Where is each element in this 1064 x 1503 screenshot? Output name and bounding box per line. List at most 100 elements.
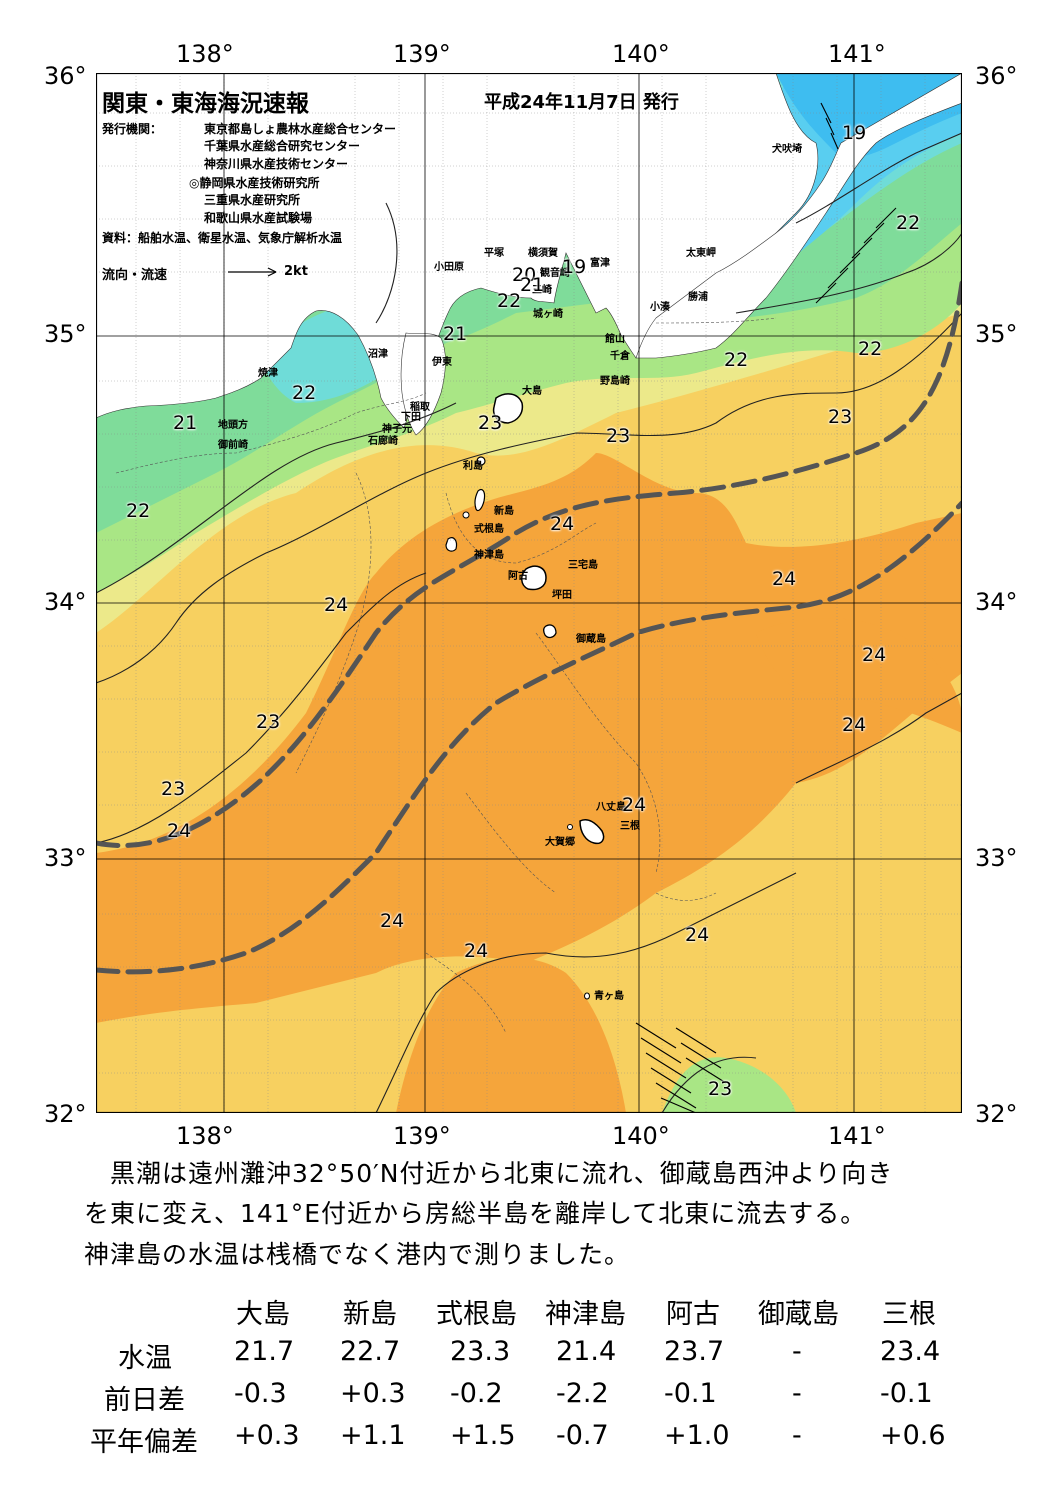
place-kannonzaki: 観音崎 (540, 268, 570, 279)
lat-label-32-left: 32° (44, 1100, 87, 1128)
lon-label-141-top: 141° (828, 40, 886, 68)
place-chikura: 千倉 (610, 351, 630, 362)
isotherm-label-24: 24 (324, 594, 349, 616)
zone-24-core-east (756, 618, 962, 733)
isotherm-label-24: 24 (772, 568, 797, 590)
table-cell: +1.5 (450, 1420, 516, 1451)
isotherm-label-24: 24 (550, 513, 575, 535)
place-mitsune: 三根 (620, 821, 640, 832)
place-hiratsuka: 平塚 (484, 248, 504, 259)
island-kozushima (445, 537, 458, 552)
isotherm-label-22: 22 (497, 290, 522, 312)
isotherm-label-20: 20 (512, 264, 537, 286)
lat-label-34-right: 34° (975, 588, 1018, 616)
place-toshima: 利島 (463, 461, 483, 472)
table-cell: -0.3 (234, 1378, 287, 1409)
place-ito: 伊東 (432, 357, 452, 368)
table-cell: 22.7 (340, 1336, 401, 1367)
place-hachijojima: 八丈島 (596, 802, 626, 813)
lon-label-139-bottom: 139° (393, 1122, 451, 1150)
place-mikomoto: 神子元 (382, 424, 412, 435)
isotherm-label-24: 24 (380, 910, 405, 932)
place-taitomisaki: 太東岬 (686, 248, 716, 259)
isotherm-label-22: 22 (126, 500, 151, 522)
table-row-label: 水温 (118, 1343, 172, 1374)
lat-label-33-right: 33° (975, 844, 1018, 872)
island-mikurajima (542, 624, 557, 639)
place-jitogata: 地頭方 (218, 420, 248, 431)
isotherms (96, 132, 962, 1113)
isotherm-label-23: 23 (828, 406, 853, 428)
place-numazu: 沼津 (368, 349, 388, 360)
island-toshima (476, 456, 486, 466)
place-irozaki: 石廊崎 (368, 436, 398, 447)
place-mikurajima: 御蔵島 (576, 634, 606, 645)
lat-label-32-right: 32° (975, 1100, 1018, 1128)
description-line-1: 黒潮は遠州灘沖32°50′N付近から北東に流れ、御蔵島西沖より向き (84, 1159, 894, 1188)
publisher-5: 三重県水産研究所 (204, 193, 301, 207)
publisher-2: 千葉県水産総合研究センター (204, 139, 361, 153)
place-aogashima: 青ヶ島 (594, 991, 624, 1002)
publisher-3: 神奈川県水産技術センター (204, 157, 349, 171)
lat-label-35-left: 35° (44, 320, 87, 348)
table-cell: - (792, 1336, 802, 1367)
issue-date: 平成24年11月7日 発行 (484, 92, 679, 113)
lat-label-33-left: 33° (44, 844, 87, 872)
isotherm-label-19: 19 (842, 122, 867, 144)
isotherm-label-24: 24 (862, 644, 887, 666)
place-niijima: 新島 (494, 506, 514, 517)
table-cell: 21.7 (234, 1336, 295, 1367)
lon-label-139-top: 139° (393, 40, 451, 68)
place-yaizu: 焼津 (258, 368, 278, 379)
place-kozushima: 神津島 (474, 550, 504, 561)
map-title: 関東・東海海況速報 (102, 91, 309, 117)
table-cell: -0.2 (450, 1378, 503, 1409)
lon-label-138-top: 138° (176, 40, 234, 68)
table-cell: +1.0 (664, 1420, 730, 1451)
isotherm-label-24: 24 (685, 924, 710, 946)
isotherm-label-22: 22 (896, 212, 921, 234)
map-frame (96, 73, 962, 1113)
lat-label-36-right: 36° (975, 62, 1018, 90)
isotherm-label-23: 23 (708, 1078, 733, 1100)
table-cell: 23.4 (880, 1336, 941, 1367)
table-header-station: 三根 (882, 1299, 936, 1330)
place-tateyama: 館山 (605, 334, 625, 345)
isotherm-label-23: 23 (256, 711, 281, 733)
table-cell: -0.1 (664, 1378, 717, 1409)
place-inubozaki: 犬吠埼 (772, 144, 802, 155)
description-line-2: を東に変え、141°E付近から房総半島を離岸して北東に流去する。 (84, 1199, 867, 1228)
depth-contours (115, 317, 777, 1034)
sea-temperature-map (96, 73, 962, 1113)
table-header-station: 新島 (343, 1299, 397, 1330)
zone-24-core-south (396, 958, 626, 1113)
isotherm-label-22: 22 (292, 382, 317, 404)
table-header-station: 御蔵島 (758, 1299, 839, 1330)
isotherm-label-24: 24 (464, 940, 489, 962)
isotherm-label-23: 23 (478, 412, 503, 434)
isotherm-label-19: 19 (562, 256, 587, 278)
place-inatori: 稲取 (410, 402, 430, 413)
table-cell: +1.1 (340, 1420, 406, 1451)
place-yokosuka: 横須賀 (528, 248, 558, 259)
lon-label-140-bottom: 140° (612, 1122, 670, 1150)
data-source: 資料：船舶水温、衛星水温、気象庁解析水温 (102, 231, 343, 245)
land-izu (400, 332, 446, 436)
publisher-1: 東京都島しょ農林水産総合センター (204, 122, 397, 136)
legend-flow-label: 流向・流速 (102, 268, 168, 283)
lon-label-138-bottom: 138° (176, 1122, 234, 1150)
table-cell: -0.1 (880, 1378, 933, 1409)
island-hachijojima (579, 819, 605, 845)
zone-24-core (96, 453, 962, 1023)
isotherm-label-24: 24 (622, 794, 647, 816)
island-miyakejima (521, 565, 547, 591)
island-aogashima (584, 992, 590, 1000)
place-omaezaki: 御前崎 (218, 440, 248, 451)
isotherm-label-23: 23 (161, 778, 186, 800)
place-miyakejima: 三宅島 (568, 560, 598, 571)
place-futtsu: 富津 (590, 258, 610, 269)
table-cell: - (792, 1420, 802, 1451)
place-ako: 阿古 (508, 571, 528, 582)
isotherm-label-23: 23 (606, 425, 631, 447)
